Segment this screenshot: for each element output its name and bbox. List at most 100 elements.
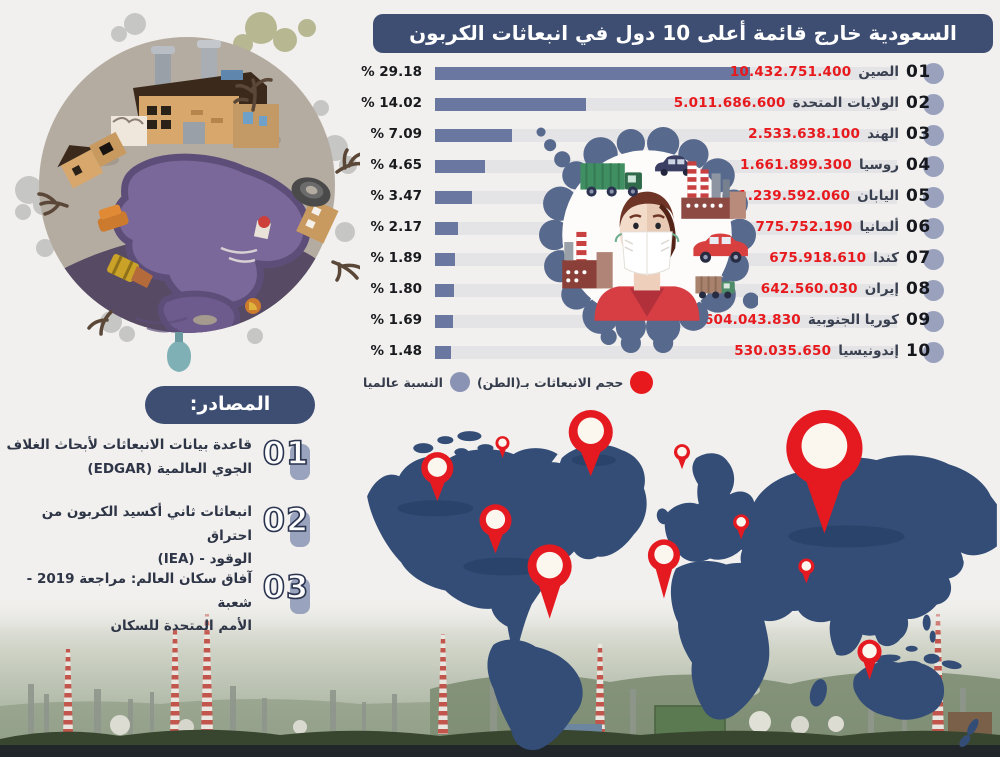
row-right-group: 775.752.190 ألمانيا 06 [755,217,944,239]
continents [367,431,997,751]
source-text: انبعاثات ثاني أكسيد الكربون من احتراق الو… [41,504,252,568]
rank-badge: 01 [906,62,944,84]
country-label: إندونيسيا [838,343,899,359]
country-label: الهند [867,126,899,142]
emission-value: 675.918.610 [769,250,867,266]
bar-fill [435,129,512,142]
emission-value: 2.533.638.100 [748,126,861,142]
rank-badge: 07 [906,248,944,270]
country-label: كندا [873,250,899,266]
rank-badge: 06 [906,217,944,239]
row-right-group: 1.239.592.060 اليابان 05 [738,186,944,208]
percent-label: % 4.65 [370,157,422,173]
country-label: ألمانيا [859,219,899,235]
percent-label: % 29.18 [361,64,422,80]
percent-label: % 3.47 [370,188,422,204]
emission-value: 1.239.592.060 [738,188,851,204]
green-truck-icon [580,163,642,197]
chart-legend: النسبة عالميا حجم الانبعاثات بـ(الطن) [363,370,654,394]
row-right-group: 10.432.751.400 الصين 01 [729,62,944,84]
percent-label: % 14.02 [361,95,422,111]
country-label: إيران [864,281,899,297]
source-item: آفاق سكان العالم: مراجعة 2019 - شعبة الأم… [6,567,310,639]
country-label: الولايات المتحدة [792,95,899,111]
bar-fill [435,315,453,328]
pollution-circle-illustration [536,126,758,354]
bar-fill [435,98,586,111]
bar-fill [435,160,485,173]
pin-ground-shadows [397,454,905,576]
emission-value: 1.661.899.300 [740,157,852,173]
source-item: انبعاثات ثاني أكسيد الكربون من احتراق الو… [6,500,310,572]
barrels-trash [97,204,271,333]
row-right-group: 530.035.650 إندونيسيا 10 [734,341,944,363]
small-truck-icon [695,276,735,299]
percent-label: % 1.48 [370,343,422,359]
source-text: قاعدة بيانات الانبعاثات لأبحاث الغلاف الج… [6,437,252,477]
country-label: اليابان [857,188,899,204]
map-pin [479,504,512,554]
page-title: السعودية خارج قائمة أعلى 10 دول في انبعا… [373,14,993,53]
bar-fill [435,67,750,80]
rank-badge: 03 [906,124,944,146]
emission-value: 604.043.830 [703,312,801,328]
source-number: 03 [262,567,310,614]
percent-label: % 1.89 [370,250,422,266]
country-label: الصين [858,64,899,80]
rank-badge: 10 [906,341,944,363]
row-right-group: 2.533.638.100 الهند 03 [748,124,944,146]
factory-on-planet [111,40,279,148]
bar-fill [435,191,472,204]
map-pin [568,410,613,477]
legend-dot-percent [449,372,470,392]
row-right-group: 604.043.830 كوريا الجنوبية 09 [703,310,944,332]
country-label: روسيا [858,157,899,173]
source-text: آفاق سكان العالم: مراجعة 2019 - شعبة الأم… [26,571,252,635]
rank-badge: 04 [906,155,944,177]
legend-label-percent: النسبة عالميا [363,374,443,390]
map-pin [733,514,750,540]
map-pin [798,558,815,584]
row-right-group: 675.918.610 كندا 07 [769,248,944,270]
masked-person [594,191,700,321]
rank-badge: 02 [906,93,944,115]
map-pin [527,544,572,619]
sources-heading: المصادر: [145,386,315,424]
source-number: 02 [262,500,310,547]
emission-value: 10.432.751.400 [729,64,852,80]
bar-fill [435,346,451,359]
factory-right-icon [681,161,746,219]
tire [291,177,331,207]
houses-on-planet [57,131,339,244]
source-number: 01 [262,433,310,480]
bar-fill [435,222,458,235]
map-pin [857,639,882,680]
rank-badge: 05 [906,186,944,208]
bar-fill [435,253,455,266]
chart-row: % 29.18 10.432.751.400 الصين 01 [361,58,944,89]
world-map [367,410,997,751]
polluted-earth-illustration [15,12,360,372]
percent-label: % 1.80 [370,281,422,297]
emission-value: 530.035.650 [734,343,832,359]
percent-label: % 7.09 [370,126,422,142]
red-car-icon [693,233,748,263]
factory-left-icon [562,231,613,289]
bottle [167,332,191,372]
bar-fill [435,284,454,297]
country-label: كوريا الجنوبية [807,312,899,328]
row-right-group: 1.661.899.300 روسيا 04 [740,155,944,177]
percent-label: % 1.69 [370,312,422,328]
emission-value: 5.011.686.600 [673,95,786,111]
map-pin [786,410,863,534]
emission-value: 775.752.190 [755,219,853,235]
row-right-group: 5.011.686.600 الولايات المتحدة 02 [673,93,944,115]
dark-car-icon [655,155,696,176]
emission-value: 642.560.030 [760,281,858,297]
legend-label-volume: حجم الانبعاثات بـ(الطن) [476,374,624,390]
source-item: قاعدة بيانات الانبعاثات لأبحاث الغلاف الج… [6,433,310,481]
rank-badge: 08 [906,279,944,301]
map-pin [647,539,680,599]
dead-trees [37,77,360,336]
